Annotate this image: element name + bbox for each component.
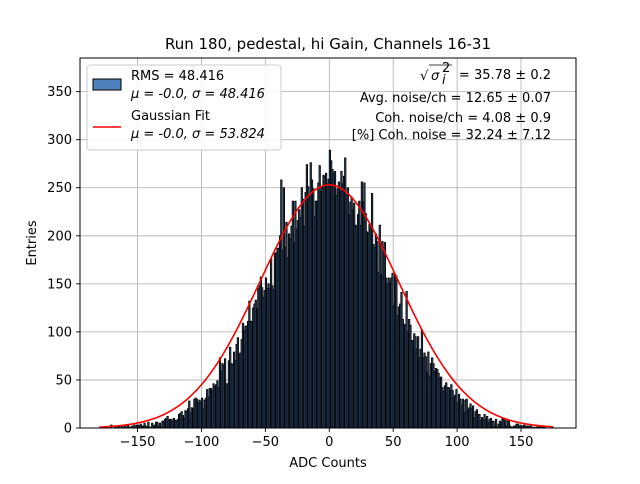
y-tick-label: 300 [47,133,72,148]
legend-histogram-stats: μ = -0.0, σ = 48.416 [130,87,265,102]
avg-noise-annotation: Avg. noise/ch = 12.65 ± 0.07 [360,91,551,106]
y-tick-label: 200 [47,229,72,244]
y-tick-label: 350 [47,85,72,100]
chart-title: Run 180, pedestal, hi Gain, Channels 16-… [165,35,491,53]
noise-rms-value: = 35.78 ± 0.2 [459,68,551,83]
y-axis-ticks: 0 50 100 150 200 250 300 350 [47,85,80,437]
x-axis-label: ADC Counts [289,456,367,471]
x-tick-label: −100 [184,435,220,450]
legend-box [86,64,282,151]
legend-fit-stats: μ = -0.0, σ = 53.824 [130,127,265,142]
x-axis-ticks: −150 −100 −50 0 50 100 150 [120,428,534,450]
noise-annotations: √ σ 2 i = 35.78 ± 0.2 Avg. noise/ch = 12… [352,61,551,143]
y-tick-label: 50 [55,373,72,388]
x-tick-label: 150 [509,435,534,450]
noise-sigma-symbol: σ [431,69,440,84]
legend-histogram-swatch [92,78,122,91]
y-tick-label: 150 [47,277,72,292]
plot-area-frame [79,57,577,429]
x-tick-label: 100 [445,435,470,450]
gaussian-fit-line [99,184,554,428]
noise-radical-symbol: √ [420,69,429,84]
legend: RMS = 48.416 μ = -0.0, σ = 48.416 Gaussi… [86,64,282,151]
noise-rms-annotation: √ σ 2 i = 35.78 ± 0.2 [420,61,551,88]
x-tick-label: 0 [325,435,333,450]
y-axis-label: Entries [25,220,40,266]
x-tick-label: −150 [120,435,156,450]
y-tick-label: 0 [64,422,72,437]
y-tick-label: 250 [47,181,72,196]
x-tick-label: −50 [252,435,279,450]
legend-histogram-label: RMS = 48.416 [131,69,224,84]
x-tick-label: 50 [385,435,402,450]
legend-fit-label: Gaussian Fit [131,109,210,124]
coh-noise-percent-annotation: [%] Coh. noise = 32.24 ± 7.12 [352,128,551,143]
noise-sigma-subscript: i [442,73,446,88]
y-tick-label: 100 [47,325,72,340]
noise-sigma-superscript: 2 [442,61,450,76]
coh-noise-annotation: Coh. noise/ch = 4.08 ± 0.9 [375,111,551,126]
gaussian-fit-curve [99,184,554,428]
